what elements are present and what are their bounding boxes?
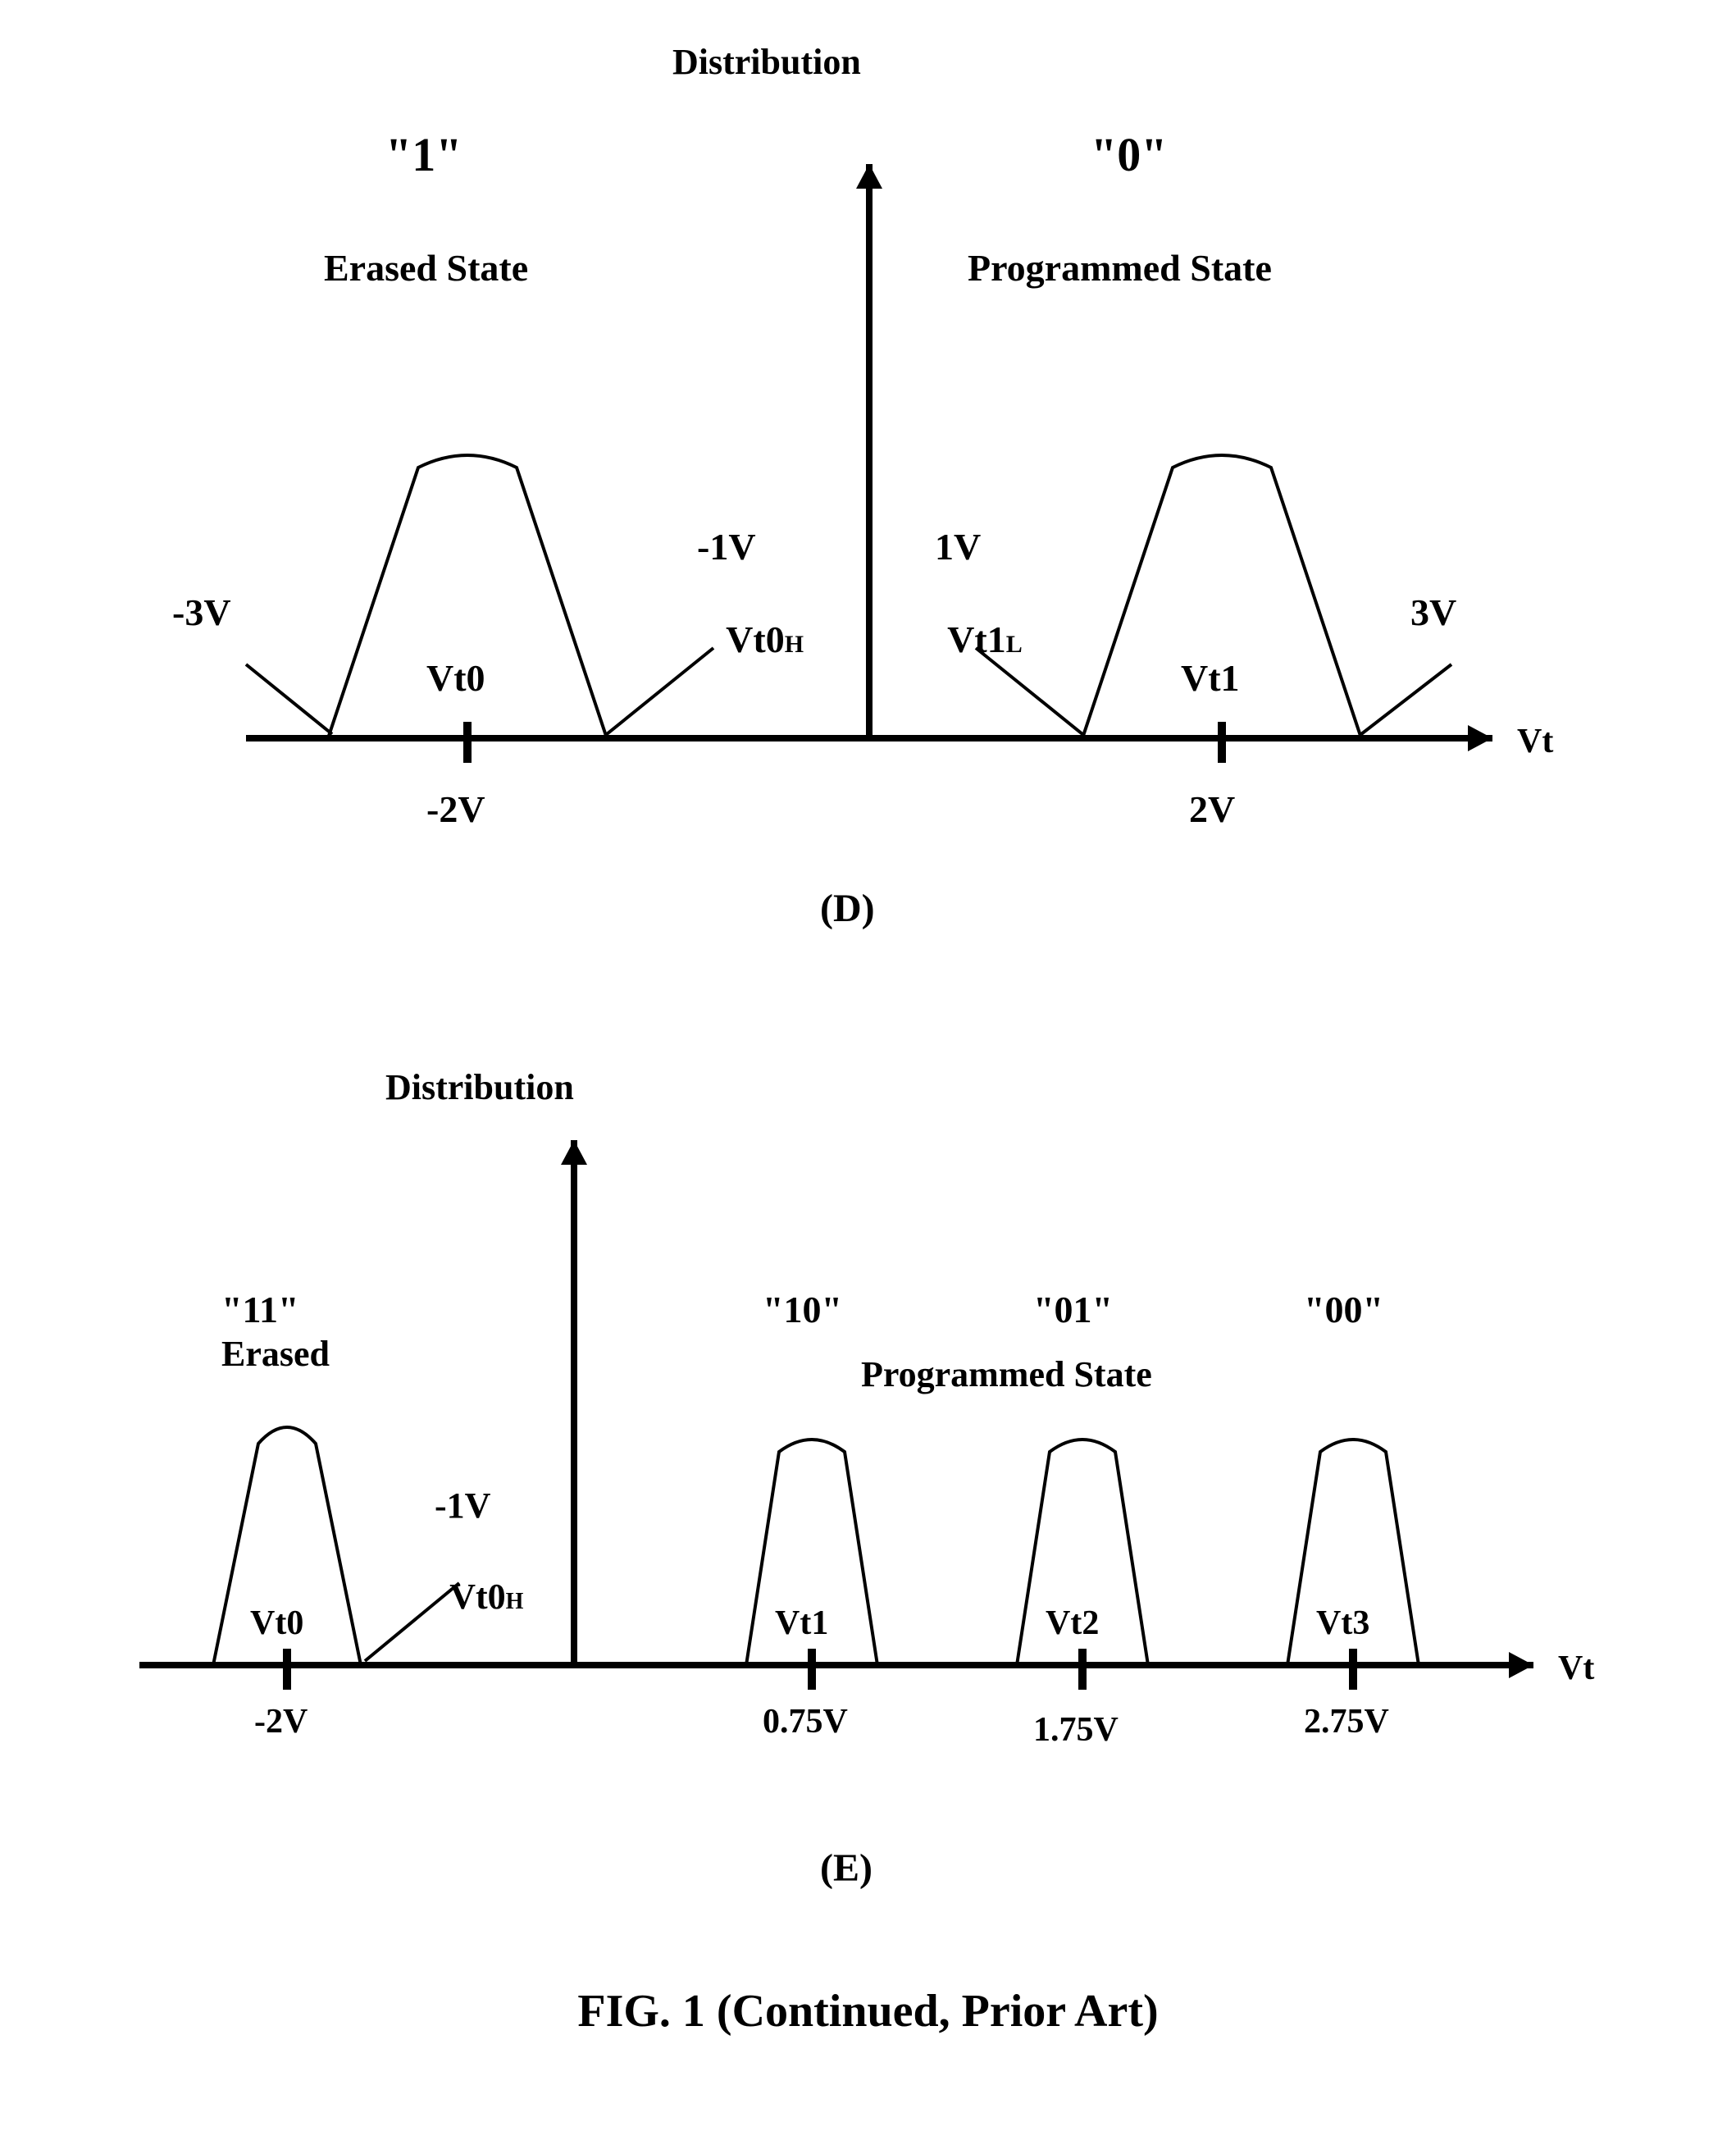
- chart-d-vt0h-base: Vt0: [726, 618, 785, 660]
- chart-e-state1-code: "10": [763, 1288, 842, 1331]
- chart-e-vt1-label: Vt1: [775, 1604, 828, 1643]
- chart-d-xaxis-label: Vt: [1517, 722, 1553, 761]
- chart-e-sublabel: (E): [820, 1846, 873, 1891]
- chart-e-svg: [0, 1025, 1736, 1928]
- chart-e-vt0-right-edge: -1V: [435, 1485, 490, 1526]
- chart-d-vt0-right-edge: -1V: [697, 525, 756, 568]
- chart-e-state3-code: "00": [1304, 1288, 1383, 1331]
- chart-e-tick-vt3: 2.75V: [1304, 1702, 1389, 1741]
- chart-d-vt0-left-edge: -3V: [172, 591, 231, 634]
- chart-e-tick-vt2: 1.75V: [1033, 1710, 1119, 1750]
- chart-e-state2-code: "01": [1033, 1288, 1113, 1331]
- chart-d-tick-vt0: -2V: [426, 787, 485, 831]
- chart-e-programmed: Programmed State: [861, 1353, 1152, 1395]
- chart-d-state1-text: Programmed State: [968, 246, 1272, 290]
- chart-e-vt2-label: Vt2: [1046, 1604, 1099, 1643]
- figure-caption: FIG. 1 (Continued, Prior Art): [0, 1985, 1736, 2037]
- chart-d-vt1l-base: Vt1: [947, 618, 1006, 660]
- chart-d-vt0-label: Vt0: [426, 656, 485, 700]
- chart-e-state0-text: Erased: [221, 1333, 330, 1375]
- chart-d-vt0h-sub: H: [785, 631, 804, 658]
- chart-d-state0-code: "1": [385, 127, 462, 182]
- chart-d-vt0-right-sub: Vt0H: [689, 574, 804, 705]
- chart-d-vt1l-sub: L: [1006, 631, 1023, 658]
- chart-e-xaxis-label: Vt: [1558, 1649, 1594, 1688]
- chart-d-vt1-label: Vt1: [1181, 656, 1240, 700]
- chart-e-vt0-right-sub: Vt0H: [414, 1534, 523, 1659]
- chart-d-vt1-left-sub: Vt1L: [910, 574, 1023, 705]
- chart-d-sublabel: (D): [820, 886, 875, 931]
- chart-e-state0-code: "11": [221, 1288, 299, 1331]
- chart-e-vt0h-base: Vt0: [449, 1577, 505, 1617]
- page: Distribution "1" "0" Erased State Progra…: [0, 0, 1736, 2131]
- chart-d-tick-vt1: 2V: [1189, 787, 1235, 831]
- chart-e-vt3-label: Vt3: [1316, 1604, 1369, 1643]
- chart-e-tick-vt1: 0.75V: [763, 1702, 848, 1741]
- chart-d-title: Distribution: [672, 41, 861, 83]
- chart-e-vt0h-sub: H: [506, 1589, 524, 1614]
- chart-d-vt1-left-edge: 1V: [935, 525, 981, 568]
- chart-e-vt0-label: Vt0: [250, 1604, 303, 1643]
- chart-d-state1-code: "0": [1091, 127, 1167, 182]
- chart-e-title: Distribution: [385, 1066, 574, 1108]
- chart-d-vt1-right-edge: 3V: [1410, 591, 1456, 634]
- chart-d-state0-text: Erased State: [324, 246, 528, 290]
- chart-e-tick-vt0: -2V: [254, 1702, 308, 1741]
